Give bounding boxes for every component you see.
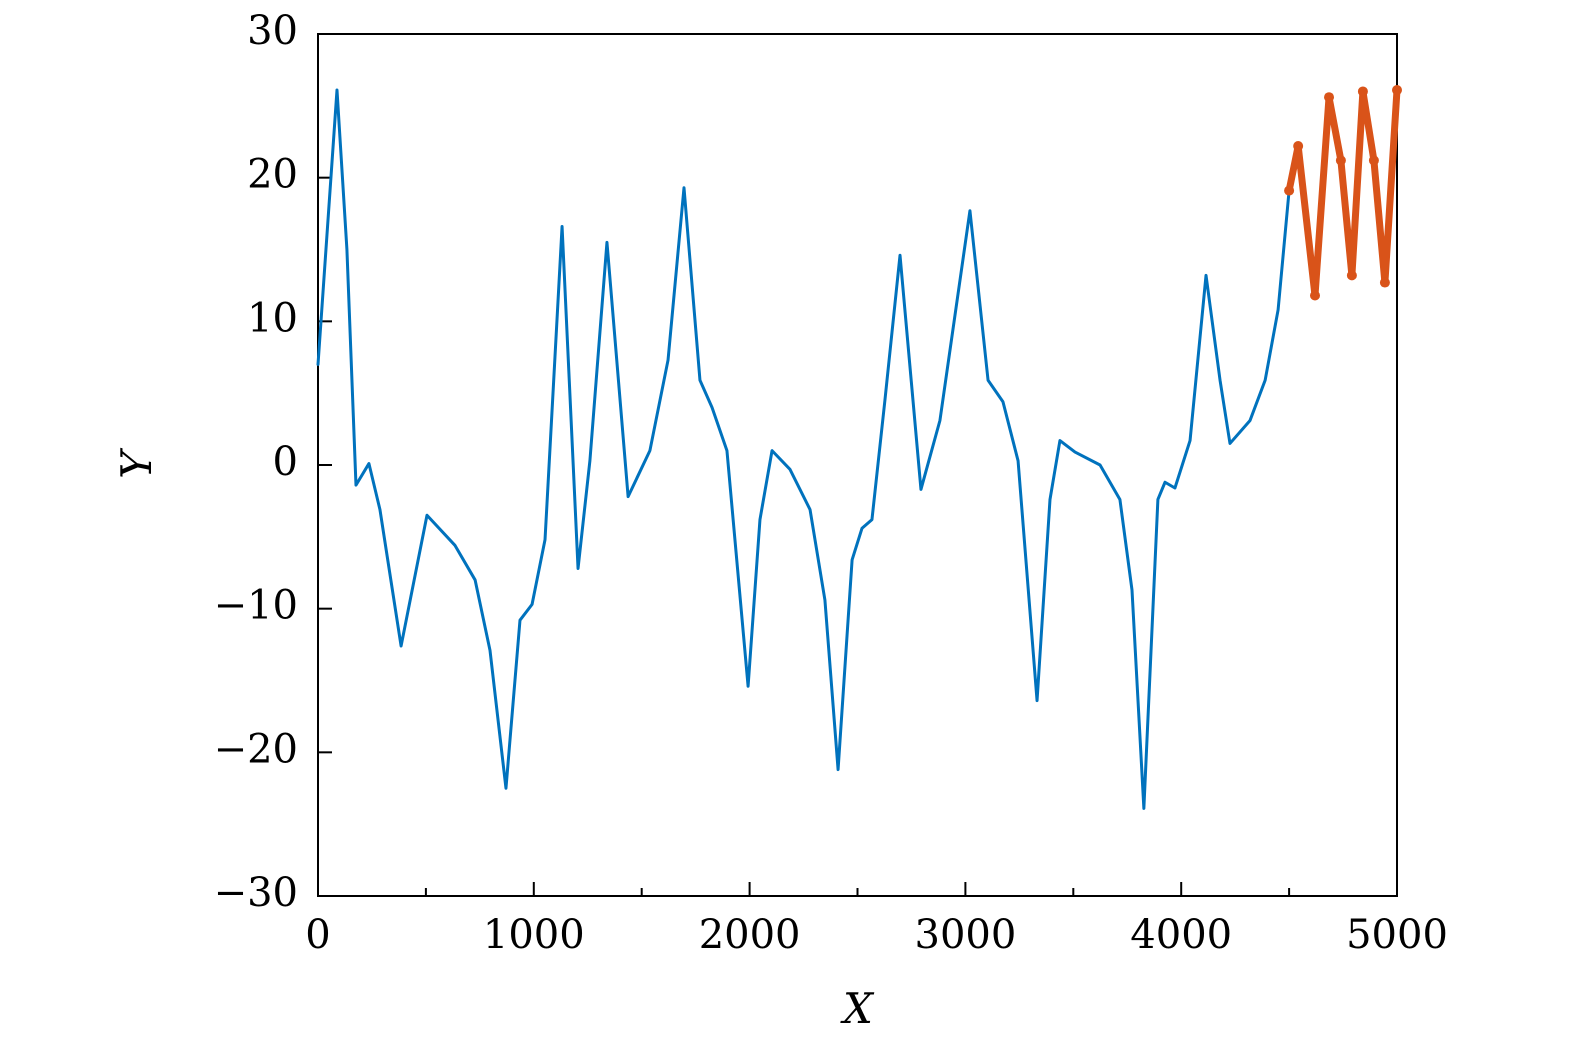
y-axis-label: Y (112, 447, 161, 479)
x-tick-label: 5000 (1346, 912, 1448, 958)
y-tick-label: 10 (247, 295, 298, 341)
series-point (1293, 141, 1304, 152)
y-tick-label: −30 (214, 870, 298, 916)
x-tick-label: 3000 (915, 912, 1017, 958)
x-tick-label: 4000 (1130, 912, 1232, 958)
y-tick-label: 20 (247, 152, 298, 198)
plot-frame (317, 33, 1398, 897)
series-line (1285, 86, 1401, 299)
series-point (1324, 92, 1335, 103)
series-point (1368, 155, 1379, 166)
series-line (316, 88, 1291, 810)
series-point (1309, 290, 1320, 301)
series-point (1379, 277, 1390, 288)
series-point (1357, 86, 1368, 97)
x-tick-label: 0 (305, 912, 330, 958)
y-tick-label: 30 (247, 8, 298, 54)
series-point (1284, 185, 1295, 196)
x-axis-label: X (840, 984, 875, 1033)
series-point (1335, 155, 1346, 166)
y-tick-label: 0 (273, 439, 298, 485)
x-tick-label: 2000 (699, 912, 801, 958)
y-tick-label: −10 (214, 583, 298, 629)
x-tick-label: 1000 (483, 912, 585, 958)
series-point (1392, 85, 1402, 96)
y-tick-label: −20 (214, 726, 298, 772)
series-point (1346, 270, 1357, 281)
